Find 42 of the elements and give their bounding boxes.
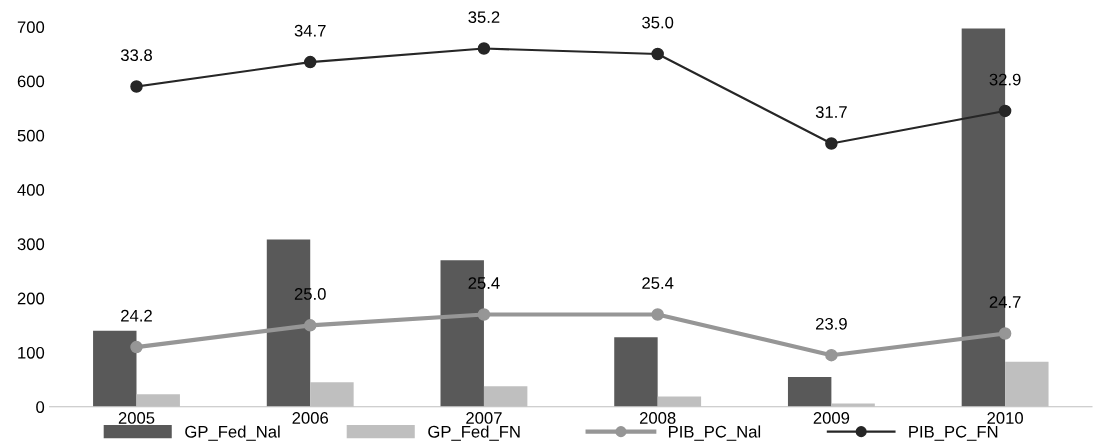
bar (614, 337, 658, 407)
data-label: 35.2 (468, 11, 500, 24)
legend-label: GP_Fed_FN (428, 425, 520, 441)
point (825, 137, 838, 150)
legend-label: PIB_PC_FN (909, 425, 998, 441)
point (477, 42, 491, 55)
y-tick-label: 700 (17, 21, 45, 34)
data-label: 23.9 (816, 317, 847, 330)
point (130, 340, 143, 354)
data-label: 31.7 (815, 106, 847, 118)
data-label: 33.8 (120, 49, 152, 62)
x-tick-label: 2010 (987, 412, 1023, 424)
y-tick-label: 600 (17, 75, 45, 88)
data-label: 34.7 (294, 24, 326, 37)
data-label: 25.4 (468, 277, 500, 289)
y-tick-label: 200 (17, 292, 45, 305)
x-tick-label: 2007 (466, 412, 502, 424)
y-tick-label: 0 (36, 401, 45, 413)
point (651, 308, 664, 321)
point (303, 319, 317, 332)
data-label: 35.0 (642, 16, 674, 29)
y-tick-label: 100 (18, 346, 45, 359)
legend-label: PIB_PC_Nal (668, 425, 761, 441)
x-tick-label: 2005 (118, 412, 155, 424)
x-tick-label: 2008 (639, 412, 676, 424)
bar (93, 330, 137, 407)
point (825, 348, 838, 362)
point (303, 55, 317, 69)
point (998, 104, 1012, 118)
point (998, 327, 1012, 340)
data-label: 24.2 (121, 309, 152, 322)
y-tick-label: 500 (17, 129, 45, 142)
legend-label: GP_Fed_Nal (185, 425, 280, 441)
y-tick-label: 300 (17, 238, 45, 251)
x-tick-label: 2009 (813, 412, 850, 424)
point (130, 80, 143, 93)
data-label: 25.4 (642, 277, 674, 289)
y-tick-label: 400 (17, 184, 45, 196)
point (477, 308, 491, 321)
x-tick-label: 2006 (292, 412, 329, 424)
point (651, 47, 664, 61)
bar (787, 376, 832, 407)
